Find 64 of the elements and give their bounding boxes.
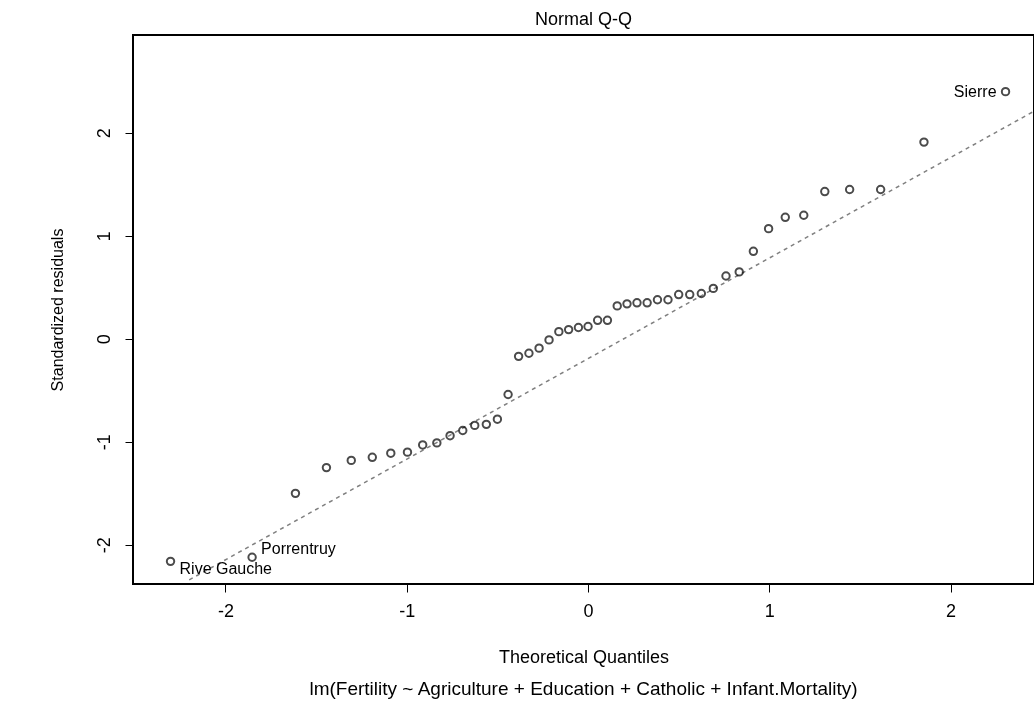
x-axis-title: Theoretical Quantiles bbox=[498, 646, 670, 667]
point bbox=[573, 322, 584, 333]
annotation: Porrentruy bbox=[261, 540, 336, 558]
x-tick-label: -1 bbox=[399, 600, 416, 621]
y-tick-label: -1 bbox=[93, 434, 114, 451]
point bbox=[554, 326, 564, 337]
point bbox=[919, 137, 929, 147]
y-tick-label: 1 bbox=[93, 231, 114, 242]
annotation: Sierre bbox=[953, 82, 997, 100]
point bbox=[602, 315, 613, 326]
point bbox=[673, 289, 684, 300]
point bbox=[1000, 86, 1011, 97]
x-tick-label: 0 bbox=[583, 600, 594, 621]
point bbox=[513, 351, 524, 362]
point bbox=[534, 343, 544, 353]
point bbox=[696, 288, 707, 299]
point bbox=[492, 414, 503, 424]
point bbox=[417, 440, 428, 450]
point bbox=[583, 321, 593, 332]
point bbox=[247, 552, 257, 562]
point bbox=[544, 335, 554, 345]
x-tick-label: 1 bbox=[764, 600, 775, 621]
text: lm(Fertility ~ Agriculture + Education + Catholic + Infant.Mortality) bbox=[308, 678, 859, 700]
point bbox=[612, 301, 622, 311]
point bbox=[503, 389, 513, 400]
y-tick-label: -2 bbox=[93, 537, 114, 554]
x-tick-label: 2 bbox=[946, 600, 957, 621]
point bbox=[367, 452, 378, 463]
point bbox=[820, 186, 830, 197]
point bbox=[663, 295, 673, 305]
point bbox=[875, 184, 886, 195]
point bbox=[445, 430, 455, 441]
chart-title: Normal Q-Q bbox=[534, 9, 633, 29]
y-tick-label: 2 bbox=[93, 128, 114, 139]
point bbox=[290, 488, 301, 499]
point bbox=[685, 289, 695, 300]
point bbox=[481, 419, 492, 430]
point bbox=[386, 448, 396, 458]
point bbox=[642, 298, 652, 308]
point bbox=[321, 462, 332, 473]
point bbox=[652, 295, 663, 305]
point bbox=[632, 298, 642, 308]
y-tick-label: 0 bbox=[93, 334, 114, 345]
point bbox=[524, 348, 534, 358]
point bbox=[763, 223, 774, 234]
point bbox=[470, 420, 480, 431]
y-axis-title: Standardized residuals bbox=[48, 228, 66, 392]
point bbox=[721, 271, 731, 281]
point bbox=[799, 210, 809, 220]
point bbox=[563, 324, 574, 335]
point bbox=[402, 447, 413, 457]
point bbox=[780, 212, 790, 223]
point bbox=[592, 315, 603, 326]
x-tick-label: -2 bbox=[217, 600, 234, 621]
point bbox=[432, 438, 442, 448]
point bbox=[844, 184, 855, 195]
point bbox=[458, 425, 468, 436]
point bbox=[748, 246, 759, 256]
annotation: Rive Gauche bbox=[179, 560, 273, 578]
point bbox=[346, 455, 356, 466]
point bbox=[622, 299, 632, 309]
point bbox=[708, 283, 719, 294]
point bbox=[734, 267, 744, 277]
point bbox=[165, 556, 176, 567]
